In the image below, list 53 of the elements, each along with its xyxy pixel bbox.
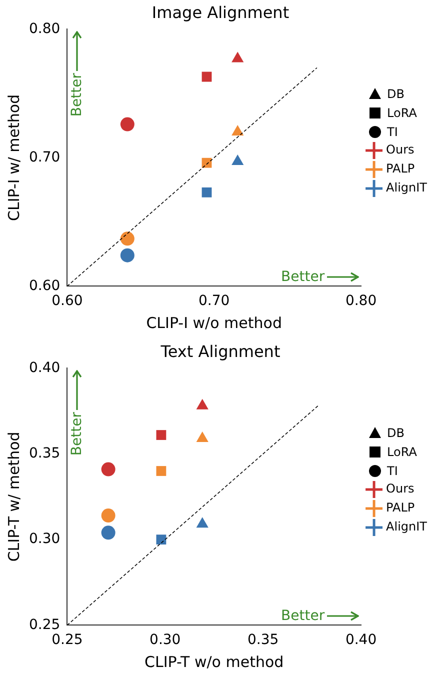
x-tick-label: 0.80 — [345, 293, 377, 310]
y-tick-label: 0.25 — [29, 616, 60, 633]
text: TI — [387, 124, 398, 138]
legend-label: PALP — [386, 500, 415, 515]
text: LoRA — [387, 106, 417, 120]
annotation: Better — [69, 73, 86, 117]
legend-label: Ours — [386, 142, 414, 157]
text: DB — [387, 426, 405, 440]
text: LoRA — [387, 444, 417, 458]
y-tick-label: 0.40 — [29, 360, 60, 376]
x-tick-label: 0.40 — [345, 632, 377, 648]
x-tick-label: 0.70 — [198, 293, 230, 310]
annotation: Better — [281, 608, 325, 624]
x-axis-title: CLIP-T w/o method — [144, 652, 284, 671]
legend-label: AlignIT — [386, 520, 428, 534]
point — [101, 508, 116, 523]
point — [202, 72, 212, 82]
y-tick-label: 0.80 — [29, 20, 60, 37]
x-tick-label: 0.25 — [52, 632, 83, 648]
point — [101, 526, 116, 540]
x-tick-label: 0.35 — [247, 632, 279, 648]
legend-label: Ours — [386, 482, 414, 496]
legend-label: AlignIT — [386, 180, 428, 195]
point — [156, 534, 166, 544]
chart-title: Image Alignment — [152, 2, 290, 22]
point — [232, 125, 244, 136]
y-axis-title: CLIP-T w/ method — [4, 432, 23, 562]
point — [120, 232, 134, 246]
text: DB — [387, 86, 405, 100]
point — [196, 398, 208, 410]
point — [156, 430, 166, 440]
legend-label: PALP — [386, 162, 415, 176]
x-axis-title: CLIP-I w/o method — [146, 314, 282, 332]
point — [232, 52, 244, 62]
y-tick-label: 0.35 — [29, 446, 60, 462]
y-tick-label: 0.70 — [29, 149, 60, 166]
chart-title: Text Alignment — [160, 342, 280, 361]
text: TI — [387, 464, 398, 478]
point — [120, 248, 134, 262]
x-tick-label: 0.30 — [150, 632, 181, 648]
point — [202, 158, 212, 168]
x-tick-label: 0.60 — [52, 293, 83, 310]
point — [232, 154, 244, 166]
point — [156, 466, 166, 476]
point — [120, 117, 134, 132]
annotation: Better — [69, 412, 86, 456]
y-axis-title: CLIP-I w/ method — [4, 94, 23, 221]
y-tick-label: 0.30 — [29, 531, 60, 548]
point — [196, 431, 208, 442]
point — [101, 462, 116, 476]
y-tick-label: 0.60 — [29, 278, 60, 294]
annotation: Better — [281, 269, 325, 286]
point — [202, 187, 212, 198]
